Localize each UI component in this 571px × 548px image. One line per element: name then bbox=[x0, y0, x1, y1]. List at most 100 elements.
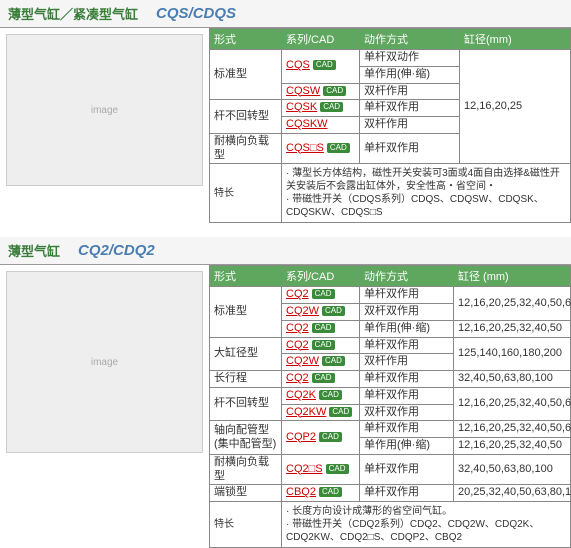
bore: 12,16,20,25,32,40,50,63,80,100 bbox=[454, 287, 571, 321]
col-series: 系列/CAD bbox=[282, 29, 360, 50]
action: 双杆双作用 bbox=[360, 404, 454, 421]
section1-image-col: image bbox=[0, 28, 209, 223]
action: 单杆双动作 bbox=[360, 50, 460, 67]
type-rot: 杆不回转型 bbox=[210, 387, 282, 421]
link-cq2-2[interactable]: CQ2 bbox=[286, 322, 309, 334]
product-image-cqs: image bbox=[6, 34, 203, 186]
action: 单杆双作用 bbox=[360, 454, 454, 485]
section1-model: CQS/CDQS bbox=[156, 5, 236, 22]
table-row: 标准型 CQSCAD 单杆双动作 12,16,20,25 bbox=[210, 50, 571, 67]
section2-body: image 形式 系列/CAD 动作方式 缸径 (mm) 标准型 CQ2CAD … bbox=[0, 265, 571, 548]
bore: 125,140,160,180,200 bbox=[454, 337, 571, 371]
cad-badge[interactable]: CAD bbox=[312, 323, 335, 333]
series-cell: CBQ2CAD bbox=[282, 485, 360, 502]
action: 单作用(伸·缩) bbox=[360, 438, 454, 455]
bore: 32,40,50,63,80,100 bbox=[454, 454, 571, 485]
series-cell: CQ2CAD bbox=[282, 320, 360, 337]
cad-badge[interactable]: CAD bbox=[319, 487, 342, 497]
cad-badge[interactable]: CAD bbox=[322, 356, 345, 366]
section2-model: CQ2/CDQ2 bbox=[78, 242, 155, 259]
bore: 12,16,20,25,32,40,50,63 bbox=[454, 387, 571, 421]
table-row: 长行程 CQ2CAD 单杆双作用 32,40,50,63,80,100 bbox=[210, 371, 571, 388]
bore: 12,16,20,25,32,40,50 bbox=[454, 320, 571, 337]
series-cell: CQ2KWCAD bbox=[282, 404, 360, 421]
table-row: 轴向配管型(集中配管型) CQP2CAD 单杆双作用 12,16,20,25,3… bbox=[210, 421, 571, 438]
col-type: 形式 bbox=[210, 29, 282, 50]
link-cqsk[interactable]: CQSK bbox=[286, 101, 317, 113]
series-cell: CQ2CAD bbox=[282, 337, 360, 354]
type-end: 端锁型 bbox=[210, 485, 282, 502]
link-cqs[interactable]: CQS bbox=[286, 59, 310, 71]
feature-label: 特长 bbox=[210, 164, 282, 223]
link-cqss[interactable]: CQS□S bbox=[286, 142, 324, 154]
action: 单杆双作用 bbox=[360, 387, 454, 404]
type-lat: 耐横向负载型 bbox=[210, 454, 282, 485]
section2-header: 薄型气缸 CQ2/CDQ2 bbox=[0, 237, 571, 265]
action: 单杆双作用 bbox=[360, 287, 454, 304]
feature-label: 特长 bbox=[210, 502, 282, 548]
col-series: 系列/CAD bbox=[282, 266, 360, 287]
series-cell: CQ2WCAD bbox=[282, 354, 360, 371]
type-std: 标准型 bbox=[210, 287, 282, 337]
series-cell: CQSCAD bbox=[282, 50, 360, 84]
link-ax[interactable]: CQP2 bbox=[286, 431, 316, 443]
cad-badge[interactable]: CAD bbox=[323, 86, 346, 96]
action: 单作用(伸·缩) bbox=[360, 66, 460, 83]
series-cell: CQ2CAD bbox=[282, 287, 360, 304]
action: 双杆作用 bbox=[360, 117, 460, 134]
type-std: 标准型 bbox=[210, 50, 282, 100]
cad-badge[interactable]: CAD bbox=[313, 60, 336, 70]
cad-badge[interactable]: CAD bbox=[312, 340, 335, 350]
cad-badge[interactable]: CAD bbox=[312, 373, 335, 383]
feature-row: 特长 · 长度方向设计成薄形的省空间气缸。 · 带磁性开关（CDQ2系列）CDQ… bbox=[210, 502, 571, 548]
cad-badge[interactable]: CAD bbox=[322, 306, 345, 316]
bore: 32,40,50,63,80,100 bbox=[454, 371, 571, 388]
type-rot: 杆不回转型 bbox=[210, 100, 282, 134]
table-row: 大缸径型 CQ2CAD 单杆双作用 125,140,160,180,200 bbox=[210, 337, 571, 354]
table-row: 标准型 CQ2CAD 单杆双作用 12,16,20,25,32,40,50,63… bbox=[210, 287, 571, 304]
link-lat[interactable]: CQ2□S bbox=[286, 463, 323, 475]
cad-badge[interactable]: CAD bbox=[327, 143, 350, 153]
cad-badge[interactable]: CAD bbox=[319, 432, 342, 442]
action: 双杆作用 bbox=[360, 354, 454, 371]
link-end[interactable]: CBQ2 bbox=[286, 486, 316, 498]
series-cell: CQ2KCAD bbox=[282, 387, 360, 404]
action: 双杆双作用 bbox=[360, 304, 454, 321]
link-big1[interactable]: CQ2 bbox=[286, 339, 309, 351]
link-cq2w[interactable]: CQ2W bbox=[286, 305, 319, 317]
table-row: 耐横向负载型 CQ2□SCAD 单杆双作用 32,40,50,63,80,100 bbox=[210, 454, 571, 485]
type-lat: 耐横向负载型 bbox=[210, 133, 282, 164]
section1-table: 形式 系列/CAD 动作方式 缸径(mm) 标准型 CQSCAD 单杆双动作 1… bbox=[209, 28, 571, 223]
cad-badge[interactable]: CAD bbox=[326, 464, 349, 474]
col-action: 动作方式 bbox=[360, 266, 454, 287]
link-rot1[interactable]: CQ2K bbox=[286, 389, 316, 401]
link-long[interactable]: CQ2 bbox=[286, 372, 309, 384]
series-cell: CQSKCAD bbox=[282, 100, 360, 117]
bore: 12,16,20,25,32,40,50,63,80,100 bbox=[454, 421, 571, 438]
link-cqsw[interactable]: CQSW bbox=[286, 85, 320, 97]
series-cell: CQSWCAD bbox=[282, 83, 360, 100]
type-axial: 轴向配管型(集中配管型) bbox=[210, 421, 282, 455]
link-cq2[interactable]: CQ2 bbox=[286, 288, 309, 300]
section2-table: 形式 系列/CAD 动作方式 缸径 (mm) 标准型 CQ2CAD 单杆双作用 … bbox=[209, 265, 571, 548]
header-row: 形式 系列/CAD 动作方式 缸径(mm) bbox=[210, 29, 571, 50]
link-big2[interactable]: CQ2W bbox=[286, 355, 319, 367]
link-rot2[interactable]: CQ2KW bbox=[286, 406, 326, 418]
action: 双杆作用 bbox=[360, 83, 460, 100]
feature-text: · 薄型长方体结构，磁性开关安装可3面或4面自由选择&磁性开关安装后不会露出缸体… bbox=[282, 164, 571, 223]
section1-title: 薄型气缸／紧凑型气缸 bbox=[8, 4, 138, 23]
col-bore: 缸径(mm) bbox=[460, 29, 571, 50]
cad-badge[interactable]: CAD bbox=[329, 407, 352, 417]
product-image-cq2: image bbox=[6, 271, 203, 453]
cad-badge[interactable]: CAD bbox=[319, 390, 342, 400]
bore: 12,16,20,25,32,40,50 bbox=[454, 438, 571, 455]
link-cqskw[interactable]: CQSKW bbox=[286, 118, 328, 130]
bore: 12,16,20,25 bbox=[460, 50, 571, 164]
series-cell: CQP2CAD bbox=[282, 421, 360, 455]
col-bore: 缸径 (mm) bbox=[454, 266, 571, 287]
cad-badge[interactable]: CAD bbox=[312, 289, 335, 299]
action: 单杆双作用 bbox=[360, 133, 460, 164]
cad-badge[interactable]: CAD bbox=[320, 102, 343, 112]
type-big: 大缸径型 bbox=[210, 337, 282, 371]
action: 单杆双作用 bbox=[360, 371, 454, 388]
